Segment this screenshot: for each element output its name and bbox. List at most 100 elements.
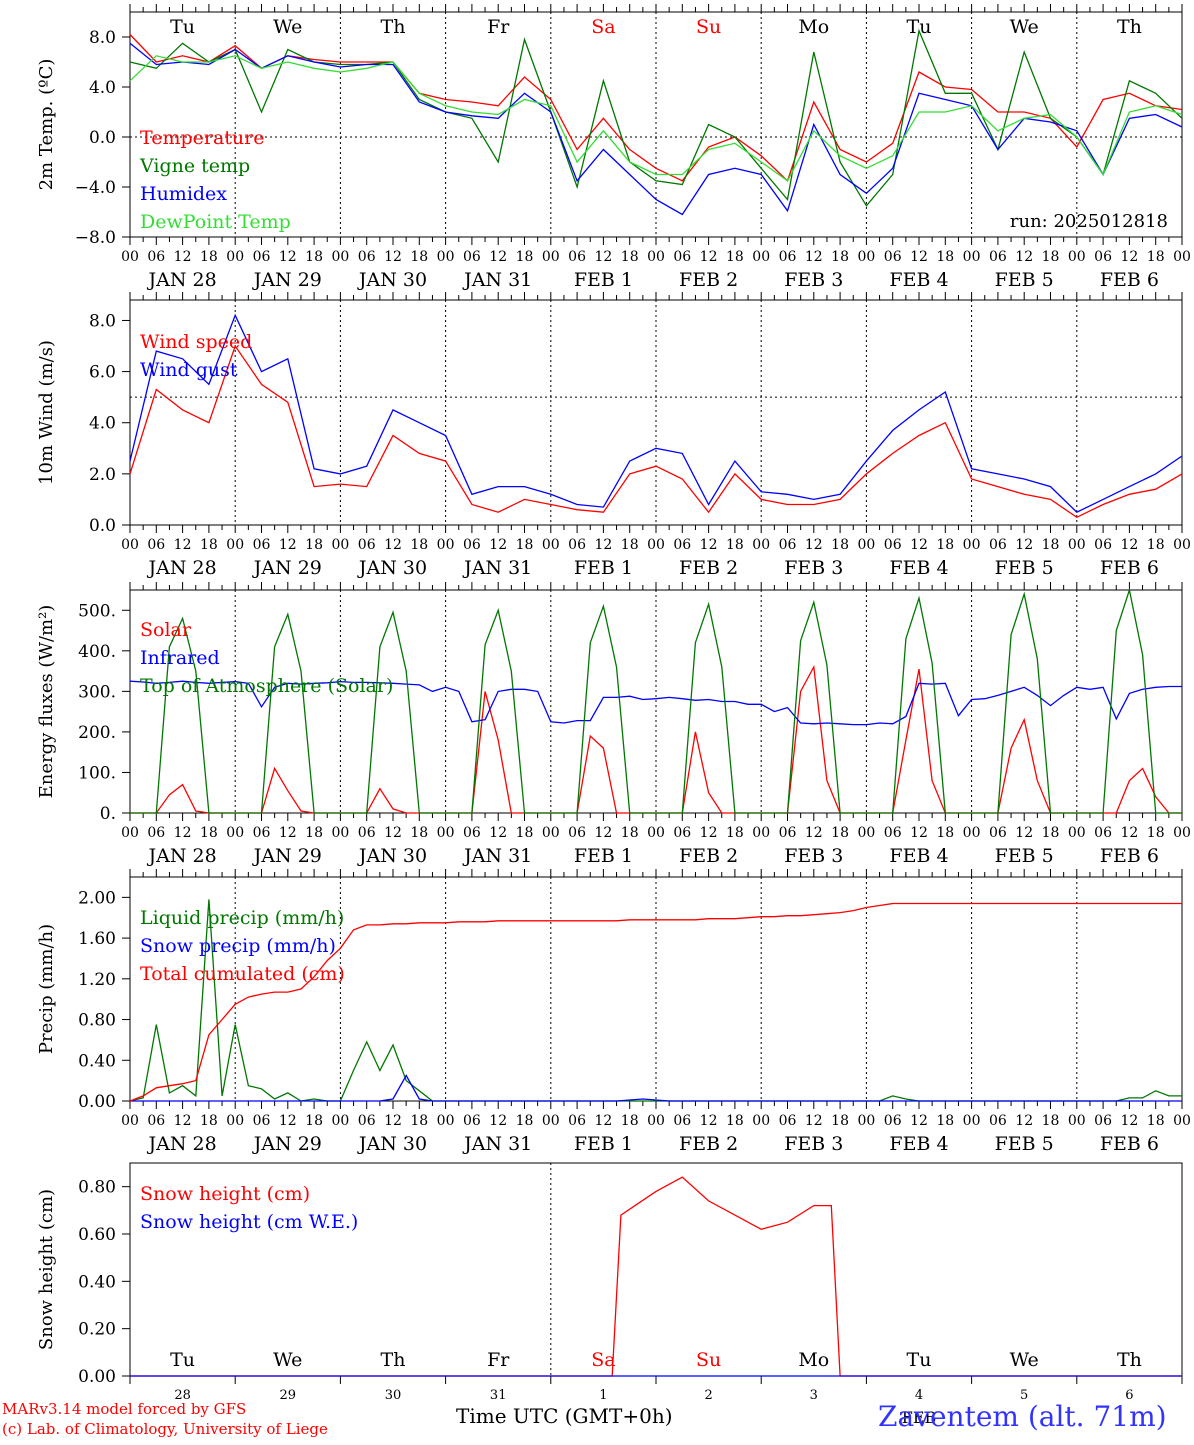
date-label: FEB 2 <box>679 269 738 291</box>
hour-label: 00 <box>542 249 560 265</box>
hour-label: 00 <box>647 825 665 841</box>
hour-label: 00 <box>331 249 349 265</box>
y-tick-label: 500. <box>78 601 116 621</box>
hour-label: 00 <box>437 249 455 265</box>
series-line <box>129 899 1182 1102</box>
date-label: FEB 3 <box>784 557 843 579</box>
hour-label: 00 <box>542 1113 560 1129</box>
hour-label: 06 <box>463 825 481 841</box>
hour-label: 18 <box>305 537 323 553</box>
y-axis-label: 10m Wind (m/s) <box>36 340 57 485</box>
hour-label: 18 <box>831 537 849 553</box>
hour-label: 00 <box>121 249 139 265</box>
series-line <box>130 1074 1182 1102</box>
hour-label: 12 <box>910 1113 928 1129</box>
hour-label: 18 <box>1147 1113 1165 1129</box>
series-line <box>129 313 1183 513</box>
legend-entry: Solar <box>140 619 192 641</box>
hour-label: 12 <box>279 537 297 553</box>
y-axis-label: Snow height (cm) <box>36 1189 57 1350</box>
day-number-label: 1 <box>599 1388 607 1403</box>
hour-label: 06 <box>1094 825 1112 841</box>
hour-label: 00 <box>1173 537 1191 553</box>
y-tick-label: 0.80 <box>78 1178 116 1198</box>
hour-label: 12 <box>910 249 928 265</box>
y-tick-label: 8.0 <box>89 311 116 331</box>
station-label: Zaventem (alt. 71m) <box>878 1400 1167 1433</box>
legend-entry: Snow precip (mm/h) <box>140 935 336 957</box>
date-label: FEB 4 <box>889 845 948 867</box>
hour-label: 06 <box>1094 1113 1112 1129</box>
date-label: FEB 2 <box>679 1133 738 1155</box>
hour-label: 12 <box>594 1113 612 1129</box>
date-label: FEB 6 <box>1100 557 1159 579</box>
hour-label: 18 <box>621 1113 639 1129</box>
hour-label: 18 <box>936 249 954 265</box>
legend-entry: Humidex <box>140 183 227 205</box>
hour-label: 18 <box>831 249 849 265</box>
hour-label: 12 <box>1015 249 1033 265</box>
y-tick-label: 0.0 <box>89 516 116 536</box>
weekday-label: Th <box>381 1349 406 1371</box>
y-tick-label: 0. <box>100 804 116 824</box>
y-tick-label: 0.80 <box>78 1011 116 1031</box>
day-number-label: 3 <box>810 1388 818 1403</box>
date-label: FEB 1 <box>574 845 633 867</box>
date-label: FEB 1 <box>574 557 633 579</box>
hour-label: 00 <box>1068 825 1086 841</box>
legend-entry: Infrared <box>140 647 220 669</box>
day-number-label: 28 <box>174 1388 191 1403</box>
hour-label: 06 <box>568 1113 586 1129</box>
legend-entry: Wind gust <box>140 359 238 381</box>
hour-label: 06 <box>989 537 1007 553</box>
hour-label: 06 <box>779 825 797 841</box>
date-label: FEB 6 <box>1100 1133 1159 1155</box>
series-line <box>130 587 1182 814</box>
day-number-label: 4 <box>915 1388 923 1403</box>
y-axis-label: Precip (mm/h) <box>36 924 57 1054</box>
model-credit: MARv3.14 model forced by GFS <box>2 1400 247 1418</box>
hour-label: 06 <box>779 537 797 553</box>
day-number-label: 6 <box>1125 1388 1133 1403</box>
hour-label: 18 <box>305 249 323 265</box>
date-label: FEB 5 <box>995 557 1054 579</box>
date-label: FEB 2 <box>679 557 738 579</box>
hour-label: 06 <box>1094 537 1112 553</box>
hour-label: 06 <box>989 249 1007 265</box>
day-number-label: 29 <box>280 1388 297 1403</box>
weekday-label: We <box>273 16 302 38</box>
hour-label: 06 <box>147 1113 165 1129</box>
hour-label: 12 <box>805 249 823 265</box>
weekday-label: Th <box>1117 1349 1142 1371</box>
y-tick-label: −4.0 <box>75 178 116 198</box>
hour-label: 12 <box>1120 1113 1138 1129</box>
series-line <box>129 55 1183 182</box>
y-tick-label: 0.0 <box>89 128 116 148</box>
legend-entry: Vigne temp <box>139 155 250 177</box>
hour-label: 18 <box>621 825 639 841</box>
hour-label: 00 <box>226 1113 244 1129</box>
hour-label: 06 <box>884 825 902 841</box>
hour-label: 18 <box>726 1113 744 1129</box>
date-label: JAN 28 <box>147 1133 217 1155</box>
hour-label: 00 <box>647 1113 665 1129</box>
hour-label: 12 <box>1015 1113 1033 1129</box>
legend-entry: Wind speed <box>140 331 252 353</box>
y-tick-label: 400. <box>78 642 116 662</box>
y-tick-label: 0.60 <box>78 1225 116 1245</box>
date-label: FEB 3 <box>784 1133 843 1155</box>
y-tick-label: 4.0 <box>89 78 116 98</box>
hour-label: 06 <box>147 249 165 265</box>
hour-label: 06 <box>358 825 376 841</box>
hour-label: 18 <box>410 249 428 265</box>
hour-label: 12 <box>174 825 192 841</box>
date-label: FEB 4 <box>889 557 948 579</box>
hour-label: 06 <box>568 825 586 841</box>
date-label: JAN 29 <box>252 845 322 867</box>
hour-label: 12 <box>384 537 402 553</box>
hour-label: 06 <box>673 825 691 841</box>
hour-label: 12 <box>489 537 507 553</box>
date-label: JAN 31 <box>462 845 532 867</box>
hour-label: 12 <box>594 249 612 265</box>
date-label: JAN 31 <box>462 557 532 579</box>
